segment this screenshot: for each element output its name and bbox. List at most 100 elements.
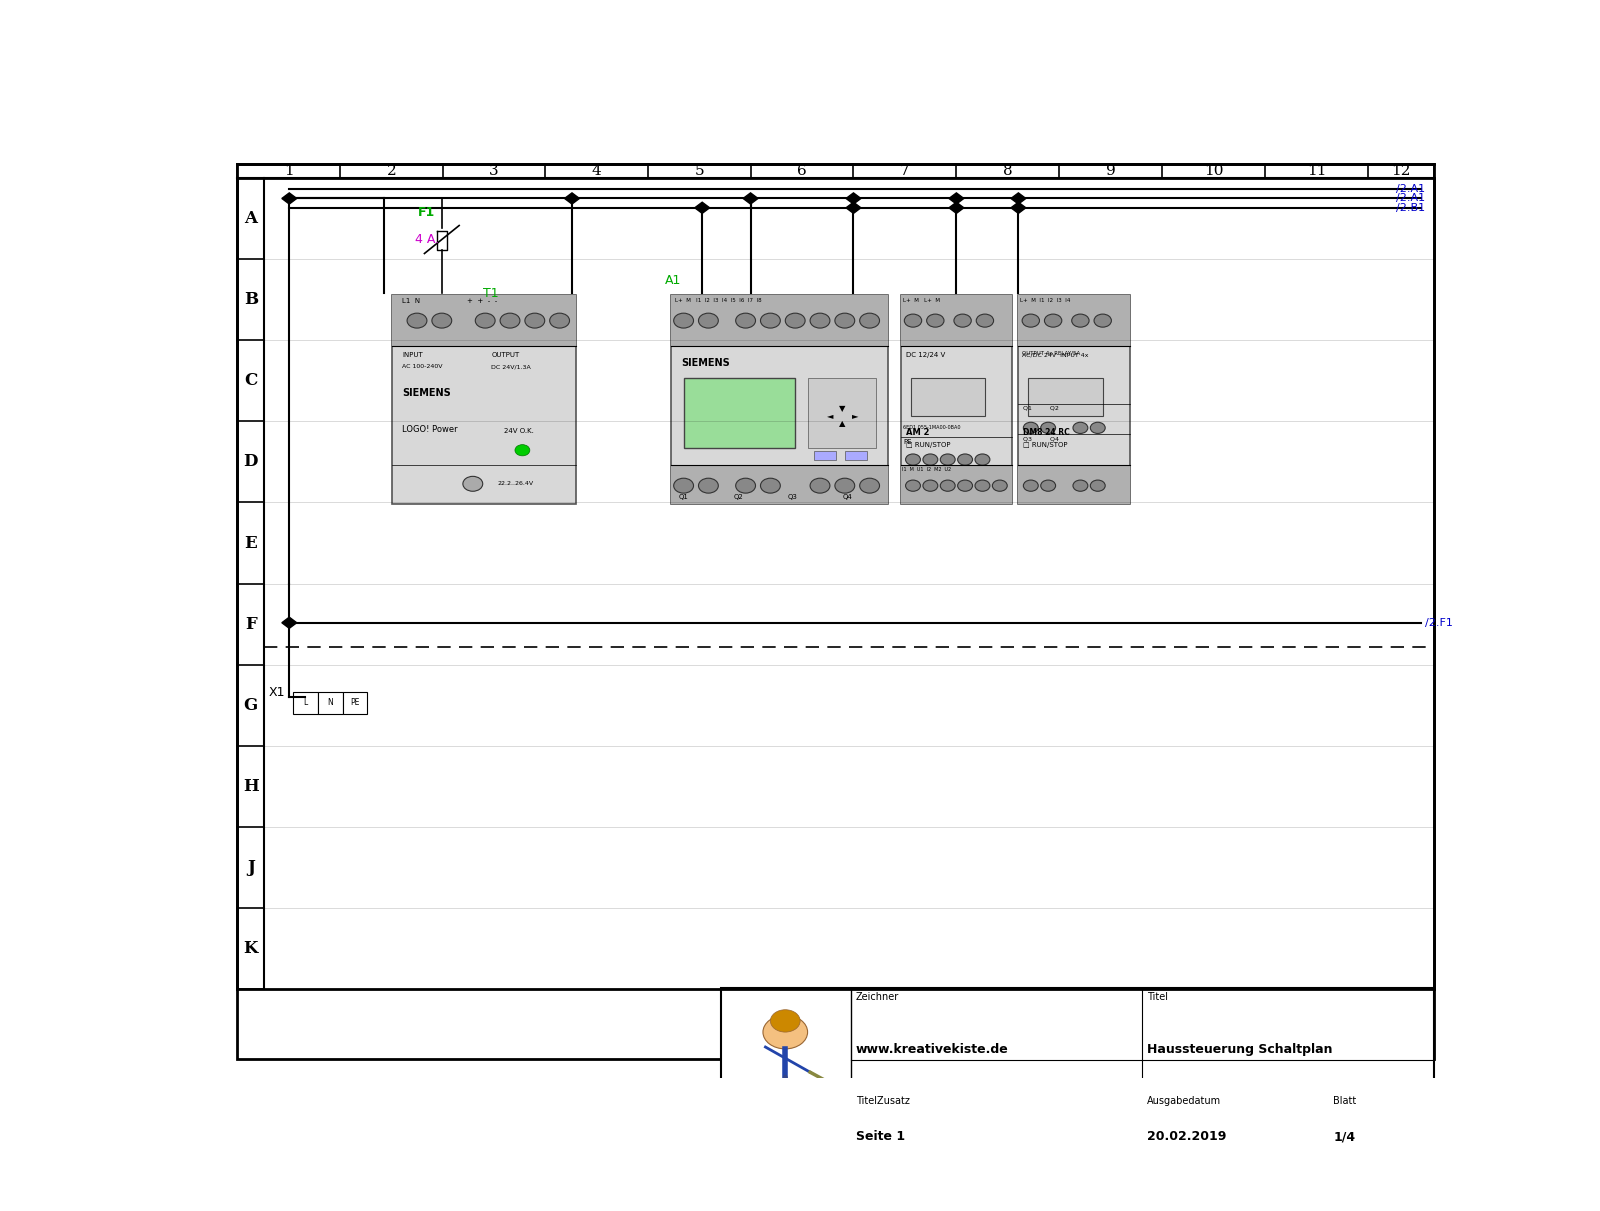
Polygon shape: [949, 193, 963, 205]
Circle shape: [1040, 480, 1056, 492]
Polygon shape: [742, 193, 758, 205]
Text: 24V O.K.: 24V O.K.: [504, 429, 534, 435]
Text: H: H: [243, 777, 259, 794]
Text: A: A: [245, 210, 258, 226]
Circle shape: [699, 314, 718, 328]
Circle shape: [941, 480, 955, 492]
Text: 12: 12: [1390, 163, 1411, 178]
Polygon shape: [565, 193, 579, 205]
Text: T1: T1: [483, 287, 498, 300]
Bar: [1019, 294, 1130, 504]
Circle shape: [432, 314, 451, 328]
Text: X1: X1: [269, 687, 285, 699]
Circle shape: [550, 314, 570, 328]
Bar: [672, 465, 888, 504]
Polygon shape: [282, 193, 296, 205]
Text: G: G: [243, 696, 258, 713]
Text: INPUT: INPUT: [402, 352, 422, 358]
Circle shape: [699, 478, 718, 493]
Text: Ausgabedatum: Ausgabedatum: [1147, 1096, 1221, 1106]
Text: /2.A1: /2.A1: [1395, 184, 1426, 194]
Text: 10: 10: [1203, 163, 1224, 178]
Bar: [808, 378, 875, 448]
Text: 11: 11: [1307, 163, 1326, 178]
Bar: [910, 378, 986, 415]
Text: +  +  -  -: + + - -: [467, 298, 498, 304]
Circle shape: [926, 314, 944, 327]
Circle shape: [515, 444, 530, 455]
Circle shape: [835, 314, 854, 328]
Text: PE: PE: [350, 699, 360, 707]
Bar: [318, 691, 342, 714]
Text: 6ED1 055-1MA00-0BA0: 6ED1 055-1MA00-0BA0: [902, 425, 960, 430]
Bar: [672, 294, 888, 346]
Text: SIEMENS: SIEMENS: [682, 358, 730, 368]
Text: C: C: [245, 372, 258, 389]
Polygon shape: [846, 193, 861, 205]
Text: DC 24V/1.3A: DC 24V/1.3A: [491, 365, 531, 369]
Circle shape: [1022, 314, 1040, 327]
Bar: [293, 691, 318, 714]
Text: F: F: [245, 615, 256, 632]
Text: PE: PE: [902, 440, 912, 446]
Circle shape: [1072, 314, 1090, 327]
Bar: [814, 452, 837, 460]
Text: 4 A.: 4 A.: [414, 233, 438, 246]
Text: Q3: Q3: [787, 494, 798, 500]
Text: F1: F1: [418, 206, 435, 219]
Text: AM 2: AM 2: [906, 427, 930, 437]
Circle shape: [992, 480, 1008, 492]
Circle shape: [475, 314, 494, 328]
Polygon shape: [1011, 202, 1026, 213]
Text: Zeichner: Zeichner: [856, 992, 899, 1001]
Text: L: L: [304, 699, 307, 707]
Text: ▼: ▼: [838, 403, 845, 413]
Circle shape: [859, 314, 880, 328]
Circle shape: [736, 314, 755, 328]
Circle shape: [904, 314, 922, 327]
Circle shape: [1090, 423, 1106, 434]
Text: /2.A1: /2.A1: [1395, 194, 1426, 203]
Text: Q2: Q2: [733, 494, 742, 500]
Text: Blatt: Blatt: [1333, 1096, 1357, 1106]
Circle shape: [462, 476, 483, 492]
Text: A1: A1: [666, 274, 682, 287]
Text: E: E: [245, 534, 258, 551]
Text: Q4: Q4: [843, 494, 853, 500]
Circle shape: [1074, 423, 1088, 434]
Text: SIEMENS: SIEMENS: [402, 388, 451, 397]
Circle shape: [958, 454, 973, 465]
Circle shape: [923, 480, 938, 492]
Circle shape: [976, 314, 994, 327]
Circle shape: [954, 314, 971, 327]
Circle shape: [674, 314, 693, 328]
Circle shape: [1024, 480, 1038, 492]
Text: □ RUN/STOP: □ RUN/STOP: [1024, 442, 1067, 448]
Text: 6: 6: [797, 163, 806, 178]
Text: Q1         Q2: Q1 Q2: [1024, 406, 1059, 411]
Circle shape: [1094, 314, 1112, 327]
Circle shape: [923, 454, 938, 465]
Bar: [845, 452, 867, 460]
Text: OUTPUT 4x RELAY/5A: OUTPUT 4x RELAY/5A: [1022, 350, 1080, 356]
Circle shape: [406, 314, 427, 328]
Bar: [901, 294, 1013, 504]
Text: N: N: [328, 699, 333, 707]
Text: www.kreativekiste.de: www.kreativekiste.de: [856, 1043, 1008, 1056]
Text: L+  M   I1  I2  I3  I4  I5  I6  I7  I8: L+ M I1 I2 I3 I4 I5 I6 I7 I8: [675, 298, 762, 303]
Circle shape: [859, 478, 880, 493]
Text: 8: 8: [1003, 163, 1013, 178]
Text: ◄: ◄: [827, 412, 834, 420]
Text: 20.02.2019: 20.02.2019: [1147, 1130, 1227, 1143]
Bar: [392, 294, 576, 504]
Text: Q1: Q1: [678, 494, 688, 500]
Text: LOGO! Power: LOGO! Power: [402, 425, 458, 435]
Bar: [342, 691, 368, 714]
Circle shape: [786, 314, 805, 328]
Circle shape: [1024, 423, 1038, 434]
Text: /2.B1: /2.B1: [1395, 202, 1426, 213]
Text: Titel: Titel: [1147, 992, 1168, 1001]
Circle shape: [974, 454, 990, 465]
Bar: [683, 378, 795, 448]
Circle shape: [760, 478, 781, 493]
